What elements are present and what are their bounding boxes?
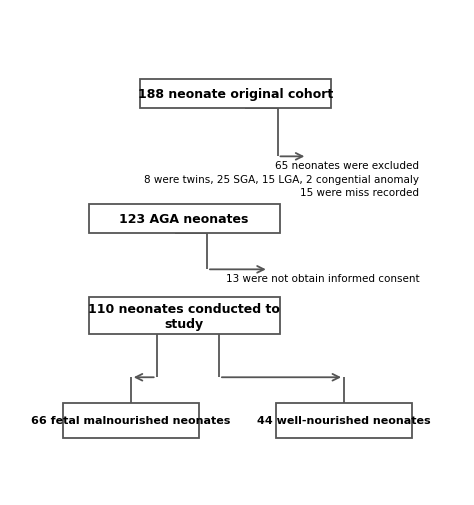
FancyBboxPatch shape: [89, 205, 280, 234]
Text: 13 were not obtain informed consent: 13 were not obtain informed consent: [226, 273, 419, 283]
Text: 110 neonates conducted to
study: 110 neonates conducted to study: [88, 302, 280, 330]
Text: 65 neonates were excluded: 65 neonates were excluded: [275, 161, 419, 171]
Text: 66 fetal malnourished neonates: 66 fetal malnourished neonates: [31, 415, 230, 425]
FancyBboxPatch shape: [63, 403, 199, 438]
Text: 188 neonate original cohort: 188 neonate original cohort: [138, 88, 333, 101]
FancyBboxPatch shape: [140, 80, 331, 109]
Text: 44 well-nourished neonates: 44 well-nourished neonates: [257, 415, 431, 425]
FancyBboxPatch shape: [276, 403, 412, 438]
Text: 8 were twins, 25 SGA, 15 LGA, 2 congential anomaly: 8 were twins, 25 SGA, 15 LGA, 2 congenti…: [144, 174, 419, 184]
Text: 123 AGA neonates: 123 AGA neonates: [119, 213, 249, 226]
Text: 15 were miss recorded: 15 were miss recorded: [300, 188, 419, 198]
FancyBboxPatch shape: [89, 298, 280, 335]
